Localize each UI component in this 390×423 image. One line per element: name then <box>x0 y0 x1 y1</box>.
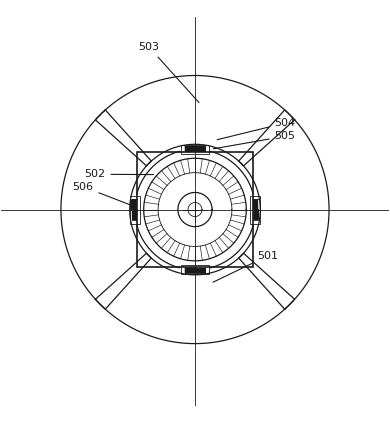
Bar <box>250 195 259 223</box>
Text: 504: 504 <box>217 118 296 140</box>
Bar <box>181 145 209 154</box>
Text: 503: 503 <box>139 42 199 102</box>
Bar <box>138 152 252 267</box>
Bar <box>131 195 140 223</box>
Text: 506: 506 <box>73 182 135 206</box>
Text: 502: 502 <box>84 169 153 179</box>
Text: 505: 505 <box>213 131 296 149</box>
Text: 501: 501 <box>213 251 278 282</box>
Bar <box>181 265 209 274</box>
